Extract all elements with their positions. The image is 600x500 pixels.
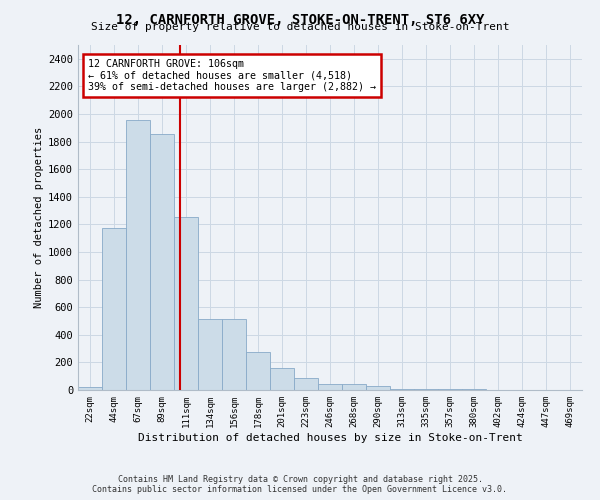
Bar (366, 386, 390, 390)
Bar (294, 378, 318, 390)
Text: 12, CARNFORTH GROVE, STOKE-ON-TRENT, ST6 6XY: 12, CARNFORTH GROVE, STOKE-ON-TRENT, ST6… (116, 12, 484, 26)
Bar (78, 386, 102, 390)
Bar (246, 352, 270, 390)
Bar (102, 228, 126, 390)
Y-axis label: Number of detached properties: Number of detached properties (34, 127, 44, 308)
Bar (390, 388, 414, 390)
Bar (318, 384, 342, 390)
Bar (198, 319, 222, 390)
X-axis label: Distribution of detached houses by size in Stoke-on-Trent: Distribution of detached houses by size … (137, 432, 523, 442)
Bar (222, 319, 246, 390)
Bar (150, 134, 174, 390)
Text: Contains HM Land Registry data © Crown copyright and database right 2025.
Contai: Contains HM Land Registry data © Crown c… (92, 474, 508, 494)
Bar (270, 368, 294, 390)
Bar (126, 120, 150, 390)
Bar (342, 384, 366, 390)
Text: 12 CARNFORTH GROVE: 106sqm
← 61% of detached houses are smaller (4,518)
39% of s: 12 CARNFORTH GROVE: 106sqm ← 61% of deta… (88, 59, 376, 92)
Bar (174, 218, 198, 390)
Text: Size of property relative to detached houses in Stoke-on-Trent: Size of property relative to detached ho… (91, 22, 509, 32)
